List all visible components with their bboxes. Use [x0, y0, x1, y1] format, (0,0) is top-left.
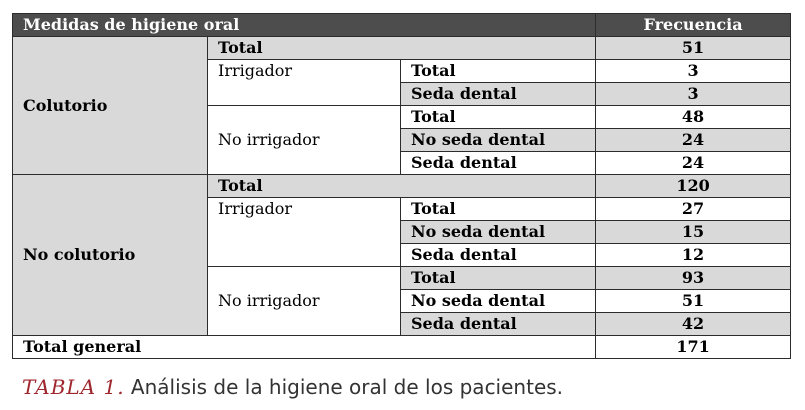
row-value: 24 [595, 128, 792, 152]
table-row: Seda dental 12 [13, 243, 792, 267]
subgroup-label-irrigador: Irrigador [207, 59, 401, 106]
row-label: Total [399, 105, 597, 129]
table-row: No irrigador Total 93 [13, 266, 792, 336]
row-label: Total [399, 266, 597, 290]
subgroup-label-irrigador: Irrigador [207, 197, 401, 267]
row-value: 3 [595, 82, 792, 106]
group-label-no-colutorio: No colutorio [12, 174, 208, 336]
hygiene-frequency-table: Medidas de higiene oral Frecuencia Colut… [11, 13, 792, 359]
table-row: No seda dental 24 [13, 128, 792, 152]
caption-text: Análisis de la higiene oral de los pacie… [130, 375, 564, 399]
total-general-label: Total general [11, 335, 597, 359]
header-frequency: Frecuencia [595, 13, 792, 37]
table-caption: TABLA 1. Análisis de la higiene oral de … [22, 375, 563, 399]
row-label: No seda dental [399, 220, 597, 244]
table-row: No seda dental 15 [13, 220, 792, 244]
row-label: Total [399, 197, 597, 221]
row-label: Seda dental [399, 82, 597, 106]
row-value: 3 [595, 59, 792, 83]
table-row: Seda dental 3 [13, 82, 792, 106]
table-header-row: Medidas de higiene oral Frecuencia [11, 13, 792, 37]
row-value: 48 [595, 105, 792, 129]
subtotal-label: Total [206, 174, 597, 198]
row-value: 24 [595, 151, 792, 175]
row-value: 12 [595, 243, 792, 267]
row-value: 27 [595, 197, 792, 221]
row-label: Seda dental [399, 312, 597, 336]
row-value: 15 [595, 220, 792, 244]
row-label: No seda dental [399, 128, 597, 152]
row-value: 42 [595, 312, 792, 336]
subgroup-label-no-irrigador: No irrigador [207, 105, 401, 175]
table-row: Colutorio Total 51 [12, 36, 792, 175]
row-label: Seda dental [399, 151, 597, 175]
table-row: No irrigador Total 48 [13, 105, 792, 175]
row-value: 51 [595, 289, 792, 313]
header-measure: Medidas de higiene oral [11, 13, 597, 37]
row-label: Seda dental [399, 243, 597, 267]
table-row: Irrigador Total 3 [13, 59, 792, 106]
table-row: Seda dental 42 [13, 312, 792, 336]
subtotal-label: Total [206, 36, 597, 60]
group-label-colutorio: Colutorio [12, 36, 208, 175]
row-label: No seda dental [399, 289, 597, 313]
table-row: No colutorio Total 120 [12, 174, 792, 336]
total-general-value: 171 [595, 335, 792, 359]
subtotal-value: 120 [595, 174, 792, 198]
subtotal-value: 51 [595, 36, 792, 60]
row-value: 93 [595, 266, 792, 290]
caption-tag: TABLA 1. [22, 375, 125, 399]
table-row-total-general: Total general 171 [11, 335, 792, 359]
row-label: Total [399, 59, 597, 83]
subgroup-label-no-irrigador: No irrigador [207, 266, 401, 336]
